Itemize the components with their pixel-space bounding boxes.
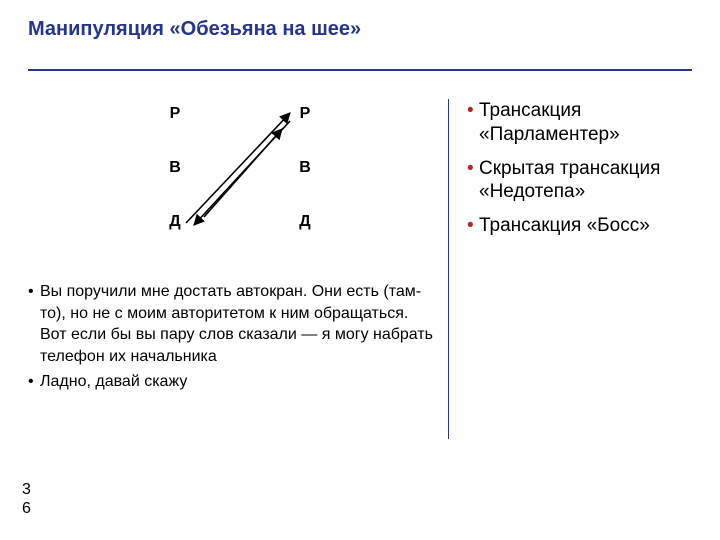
list-item: Вы поручили мне достать автокран. Они ес… [28, 281, 438, 367]
page-number: 3 6 [22, 481, 36, 518]
arrow-extra [204, 129, 282, 217]
right-column: Трансакция «Парламентер» Скрытая трансак… [448, 99, 692, 439]
page-number-line1: 3 [22, 481, 31, 498]
slide-body: Р В Д Р В Д [28, 99, 692, 439]
arrow-d-to-p [186, 113, 290, 223]
slide: Манипуляция «Обезьяна на шее» Р В Д Р В … [0, 0, 720, 540]
list-item: Скрытая трансакция «Недотепа» [467, 157, 692, 205]
title-underline [28, 69, 692, 71]
right-bullets-list: Трансакция «Парламентер» Скрытая трансак… [467, 99, 692, 238]
left-column: Р В Д Р В Д [28, 99, 448, 439]
transaction-diagram: Р В Д Р В Д [108, 99, 408, 249]
list-item: Трансакция «Парламентер» [467, 99, 692, 147]
page-title: Манипуляция «Обезьяна на шее» [28, 18, 692, 41]
list-item: Трансакция «Босс» [467, 214, 692, 238]
list-item: Ладно, давай скажу [28, 371, 438, 393]
page-number-line2: 6 [22, 500, 31, 517]
left-bullets-list: Вы поручили мне достать автокран. Они ес… [28, 281, 448, 393]
diagram-arrows [108, 99, 408, 249]
